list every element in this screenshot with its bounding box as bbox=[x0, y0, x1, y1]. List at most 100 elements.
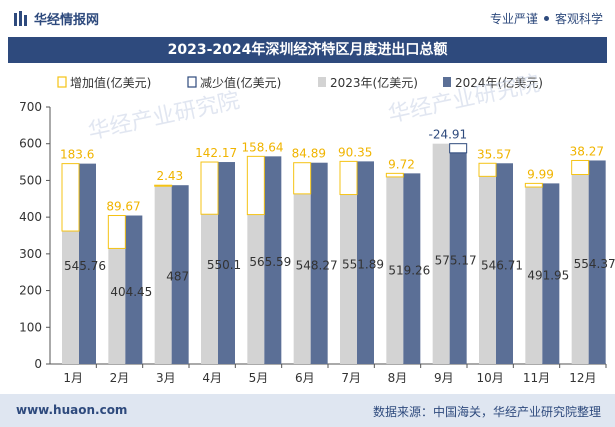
y-tick-label: 400 bbox=[19, 210, 42, 224]
footer: www.huaon.com 数据来源：中国海关，华经产业研究院整理 bbox=[0, 394, 615, 427]
x-tick-label: 12月 bbox=[569, 371, 596, 385]
decrease-box bbox=[449, 143, 468, 154]
change-label: 90.35 bbox=[338, 145, 372, 159]
bar-2023 bbox=[386, 176, 404, 364]
x-tick-label: 6月 bbox=[295, 371, 315, 385]
bar-2024 bbox=[264, 156, 282, 364]
x-tick-label: 7月 bbox=[341, 371, 361, 385]
bar-2024 bbox=[218, 162, 235, 364]
bar-2024 bbox=[496, 163, 513, 364]
logo-icon bbox=[14, 10, 27, 26]
x-tick-label: 10月 bbox=[477, 371, 504, 385]
x-tick-label: 1月 bbox=[63, 371, 83, 385]
legend-swatch-increase bbox=[57, 76, 67, 88]
value-label-2024: 575.17 bbox=[435, 253, 477, 267]
value-label-2024: 554.37 bbox=[574, 257, 615, 271]
chart-title: 2023-2024年深圳经济特区月度进出口总额 bbox=[8, 37, 607, 63]
increase-box bbox=[524, 182, 543, 188]
website-link[interactable]: www.huaon.com bbox=[16, 403, 128, 417]
x-tick-label: 11月 bbox=[523, 371, 550, 385]
brand-name: 华经情报网 bbox=[34, 13, 100, 28]
legend-label-2024: 2024年(亿美元) bbox=[455, 75, 543, 90]
x-tick-label: 3月 bbox=[156, 371, 176, 385]
increase-box bbox=[478, 162, 497, 177]
change-label: 158.64 bbox=[242, 140, 284, 154]
data-source: 数据来源：中国海关，华经产业研究院整理 bbox=[372, 405, 601, 419]
increase-box bbox=[385, 172, 404, 178]
increase-box bbox=[571, 159, 590, 176]
value-label-2024: 545.76 bbox=[64, 259, 106, 273]
value-label-2024: 546.71 bbox=[481, 259, 523, 273]
value-label-2024: 548.27 bbox=[296, 258, 338, 272]
bullet-icon bbox=[543, 16, 549, 21]
bar-2023 bbox=[201, 214, 218, 364]
bar-2024 bbox=[310, 162, 328, 364]
data-labels: 183.6 545.76 89.67 404.45 2.43 487 142.17 550.1… bbox=[60, 128, 615, 299]
chart-area: 增加值(亿美元) 减少值(亿美元) 2023年(亿美元) 2024年(亿美元) … bbox=[0, 64, 615, 394]
y-tick-label: 500 bbox=[19, 173, 42, 187]
increase-box bbox=[107, 215, 126, 249]
bars bbox=[61, 143, 606, 364]
change-label: 9.72 bbox=[388, 157, 415, 171]
bar-2024 bbox=[588, 160, 606, 364]
legend-swatch-decrease bbox=[187, 76, 197, 88]
bar-2024 bbox=[171, 185, 189, 364]
change-label: 38.27 bbox=[570, 144, 604, 158]
legend-label-decrease: 减少值(亿美元) bbox=[200, 75, 281, 90]
value-label-2024: 519.26 bbox=[388, 264, 430, 278]
y-tick-label: 600 bbox=[19, 137, 42, 151]
slogan-right: 客观科学 bbox=[554, 12, 603, 26]
bar-2024 bbox=[542, 183, 560, 364]
bar-2023 bbox=[525, 187, 543, 364]
change-label: 2.43 bbox=[156, 169, 183, 183]
brand[interactable]: 华经情报网 bbox=[14, 9, 99, 28]
increase-box bbox=[154, 184, 173, 187]
x-tick-label: 2月 bbox=[110, 371, 130, 385]
bar-2024 bbox=[449, 152, 467, 364]
top-bar: 华经情报网 专业严谨 客观科学 bbox=[0, 0, 615, 36]
bar-2023 bbox=[154, 186, 172, 364]
bar-2024 bbox=[79, 163, 96, 364]
bar-2023 bbox=[62, 231, 79, 364]
axes: 0 100 200 300 400 500 600 700 1月 2月 3月 4月 5月 6月 7月 8月 9月… bbox=[19, 100, 607, 385]
legend-label-increase: 增加值(亿美元) bbox=[70, 75, 151, 90]
y-tick-label: 200 bbox=[19, 284, 42, 298]
y-tick-label: 700 bbox=[19, 100, 42, 114]
bar-2023 bbox=[108, 248, 126, 364]
increase-box bbox=[246, 155, 265, 216]
bar-2023 bbox=[571, 174, 589, 364]
bar-2024 bbox=[403, 173, 421, 364]
bar-2023 bbox=[293, 193, 311, 364]
bar-2023 bbox=[340, 194, 357, 364]
value-label-2024: 491.95 bbox=[527, 269, 569, 283]
change-label: 142.17 bbox=[195, 146, 237, 160]
change-label: 84.89 bbox=[292, 147, 326, 161]
increase-box bbox=[61, 163, 80, 232]
value-label-2024: 404.45 bbox=[110, 285, 152, 299]
change-label: 9.99 bbox=[527, 167, 554, 181]
y-tick-label: 300 bbox=[19, 247, 42, 261]
value-label-2024: 487 bbox=[166, 270, 189, 284]
x-tick-label: 4月 bbox=[202, 371, 222, 385]
bar-2024 bbox=[357, 161, 374, 364]
increase-box bbox=[200, 161, 219, 215]
bar-2023 bbox=[247, 214, 265, 364]
y-tick-label: 0 bbox=[34, 357, 42, 371]
watermark: 华经产业研究院 bbox=[86, 88, 242, 144]
legend-label-2023: 2023年(亿美元) bbox=[330, 75, 418, 90]
value-label-2024: 551.89 bbox=[342, 258, 384, 272]
legend-swatch-2024 bbox=[443, 77, 451, 87]
change-label: 183.6 bbox=[60, 148, 94, 162]
legend: 增加值(亿美元) 减少值(亿美元) 2023年(亿美元) 2024年(亿美元) bbox=[57, 75, 543, 90]
legend-swatch-2023 bbox=[318, 77, 326, 87]
value-label-2024: 550.1 bbox=[207, 258, 241, 272]
change-label: 35.57 bbox=[477, 147, 511, 161]
bar-2024 bbox=[125, 215, 143, 364]
x-tick-label: 9月 bbox=[434, 371, 454, 385]
chart-svg: 增加值(亿美元) 减少值(亿美元) 2023年(亿美元) 2024年(亿美元) … bbox=[19, 71, 615, 385]
slogan-left: 专业严谨 bbox=[489, 12, 538, 26]
increase-box bbox=[339, 160, 358, 196]
change-label: -24.91 bbox=[428, 128, 467, 142]
x-tick-label: 5月 bbox=[249, 371, 269, 385]
value-label-2024: 565.59 bbox=[249, 255, 291, 269]
